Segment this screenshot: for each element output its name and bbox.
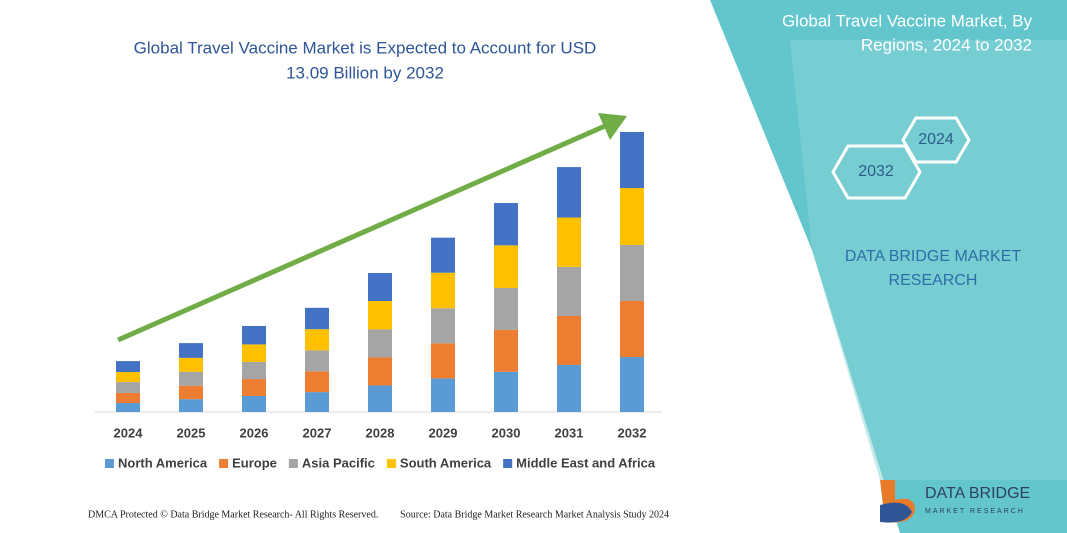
hexagon [901,116,971,164]
arrow-head [598,113,627,140]
bar-segment [557,315,581,365]
legend-label: Asia Pacific [302,455,375,470]
bar-segment [242,361,266,380]
bar-segment [179,385,203,400]
bar-segment [242,326,266,345]
bar-segment [179,399,203,412]
bar-segment [368,357,392,386]
bar-segment [620,188,644,245]
x-tick-label: 2031 [555,425,584,440]
footer-left: DMCA Protected © Data Bridge Market Rese… [88,509,378,520]
bar-segment [620,132,644,189]
bar-segment [179,343,203,358]
bar-segment [494,287,518,330]
bar-segment [557,364,581,412]
logo-tagline: MARKET RESEARCH [925,508,1025,515]
bar-segment [368,329,392,358]
logo-name: DATA BRIDGE [925,485,1030,502]
bar-segment [494,245,518,288]
bar-segment [116,382,140,393]
panel-title: Regions, 2024 to 2032 [861,35,1032,54]
bar-segment [557,217,581,267]
x-tick-label: 2029 [429,425,458,440]
bar-segment [116,372,140,383]
hexagon [831,144,922,200]
legend-label: North America [118,455,208,470]
legend-swatch [386,459,396,468]
brand-text: DATA BRIDGE MARKET [845,248,1022,265]
legend-label: Europe [232,455,277,470]
bar-segment [431,308,455,344]
hexagon-label: 2024 [918,131,954,148]
brand-text: RESEARCH [889,272,978,289]
bar-segment [431,343,455,379]
x-tick-label: 2025 [177,425,206,440]
x-tick-label: 2026 [240,425,269,440]
bar-segment [305,307,329,330]
bar-segment [305,329,329,351]
x-tick-label: 2027 [303,425,332,440]
bar-segment [242,379,266,396]
x-tick-label: 2028 [366,425,395,440]
bar-segment [368,385,392,412]
bar-segment [620,244,644,301]
x-tick-label: 2032 [618,425,647,440]
bar-segment [620,300,644,358]
logo-mark [880,502,912,523]
legend-swatch [219,459,229,468]
bar-segment [368,300,392,330]
bar-segment [431,237,455,273]
bar-segment [242,395,266,412]
bar-segment [305,392,329,412]
legend-swatch [503,459,513,468]
legend-swatch [105,459,114,468]
legend-label: Middle East and Africa [516,455,656,470]
footer-right: Source: Data Bridge Market Research Mark… [400,509,669,520]
bar-segment [116,403,140,412]
panel-title: Global Travel Vaccine Market, By [782,11,1033,30]
bar-segment [179,371,203,386]
bar-segment [305,371,329,393]
bar-segment [305,350,329,372]
chart-title: 13.09 Billion by 2032 [286,63,444,82]
teal-inner [790,40,1067,480]
bar-segment [116,392,140,404]
bar-segment [557,167,581,218]
bar-segment [179,357,203,372]
legend-swatch [288,459,298,468]
chart-title: Global Travel Vaccine Market is Expected… [134,38,597,57]
bar-segment [620,357,644,412]
bar-segment [242,344,266,362]
bar-segment [431,272,455,309]
bar-segment [494,329,518,372]
trend-arrow [116,123,607,343]
bar-segment [557,266,581,316]
x-tick-label: 2024 [114,425,144,440]
bar-segment [494,371,518,412]
bar-segment [116,361,140,372]
bar-segment [494,203,518,246]
hexagon-label: 2032 [858,163,894,180]
legend-label: South America [400,455,492,470]
bar-segment [431,378,455,412]
x-tick-label: 2030 [492,425,521,440]
bar-segment [368,272,392,301]
